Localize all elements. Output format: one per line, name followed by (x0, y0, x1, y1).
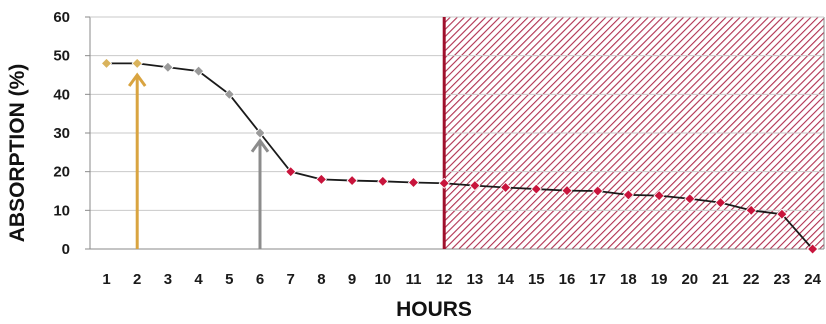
data-point-marker (653, 190, 665, 202)
y-tick-label: 30 (53, 125, 70, 142)
x-tick-label: 7 (287, 271, 295, 288)
y-tick-label: 40 (53, 86, 70, 103)
x-tick-label: 3 (164, 271, 172, 288)
data-point-marker (684, 193, 696, 205)
x-tick-label: 5 (225, 271, 233, 288)
data-point-marker (254, 127, 266, 139)
data-point-marker (377, 175, 389, 187)
y-tick-label: 60 (53, 9, 70, 26)
data-point-marker (131, 57, 143, 69)
x-axis-title: HOURS (396, 298, 472, 321)
x-tick-label: 18 (620, 271, 637, 288)
data-point-marker (745, 204, 757, 216)
data-point-marker (807, 243, 819, 255)
data-point-marker (223, 88, 235, 100)
x-tick-label: 6 (256, 271, 264, 288)
x-tick-label: 14 (497, 271, 514, 288)
data-point-marker (776, 208, 788, 220)
data-point-marker (592, 185, 604, 197)
arrow-head (127, 72, 147, 87)
y-tick-label: 0 (62, 241, 70, 258)
y-axis-title: ABSORPTION (%) (6, 64, 29, 243)
x-tick-label: 22 (743, 271, 760, 288)
x-tick-label: 17 (589, 271, 606, 288)
x-tick-label: 24 (804, 271, 821, 288)
series-layer (100, 57, 819, 255)
data-point-marker (285, 166, 297, 178)
x-tick-label: 11 (406, 271, 422, 288)
data-point-marker (346, 174, 358, 187)
data-point-marker (714, 197, 727, 209)
x-tick-label: 16 (559, 271, 576, 288)
x-tick-label: 8 (317, 271, 325, 288)
x-tick-label: 10 (374, 271, 391, 288)
x-tick-label: 12 (436, 271, 453, 288)
data-point-marker (500, 181, 512, 194)
x-tick-label: 21 (712, 271, 729, 288)
x-tick-label: 1 (102, 271, 110, 288)
data-point-marker (438, 177, 450, 189)
x-tick-label: 4 (194, 271, 203, 288)
data-point-marker (100, 57, 113, 69)
data-point-marker (193, 65, 205, 77)
y-tick-label: 50 (53, 48, 70, 65)
data-point-marker (407, 176, 420, 189)
x-tick-label: 9 (348, 271, 356, 288)
data-point-marker (469, 180, 481, 192)
x-tick-label: 15 (528, 271, 545, 288)
y-tick-label: 10 (53, 202, 70, 219)
x-tick-label: 19 (651, 271, 668, 288)
arrow-head (250, 138, 270, 153)
data-point-marker (315, 173, 327, 185)
annotations-layer (127, 17, 446, 249)
data-point-marker (530, 183, 542, 195)
data-point-marker (622, 189, 634, 201)
x-tick-label: 2 (133, 271, 141, 288)
x-tick-label: 23 (774, 271, 791, 288)
axes-layer (85, 16, 825, 250)
data-point-marker (162, 61, 174, 73)
y-tick-label: 20 (53, 164, 70, 181)
x-tick-label: 13 (467, 271, 484, 288)
x-tick-label: 20 (681, 271, 698, 288)
data-point-marker (561, 185, 573, 197)
series-line (106, 62, 814, 250)
